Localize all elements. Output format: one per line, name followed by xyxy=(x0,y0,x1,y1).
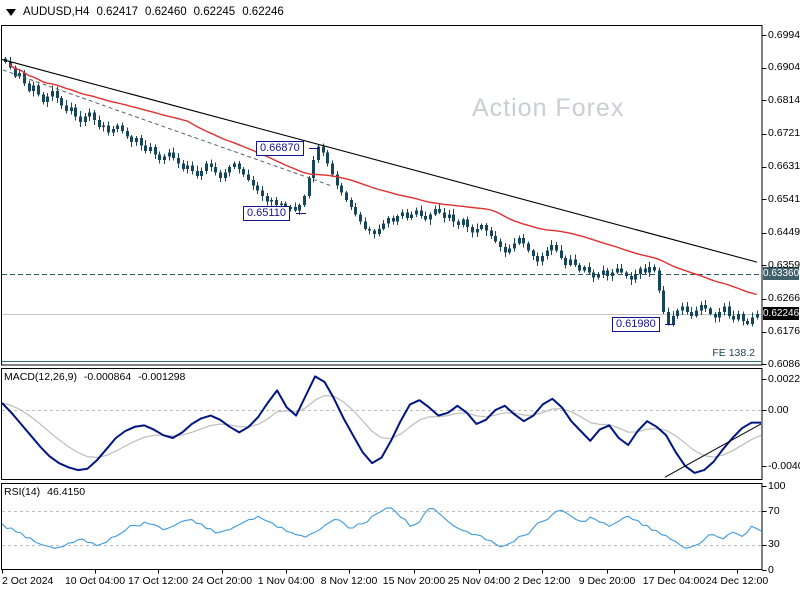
rsi-y-axis-label: 100 xyxy=(768,479,786,492)
ohlc-readout: AUDUSD,H4 0.62417 0.62460 0.62245 0.6224… xyxy=(6,6,291,18)
x-axis-label: 8 Nov 12:00 xyxy=(320,575,378,587)
fib-extension-label: FE 138.2 xyxy=(712,347,755,359)
rsi-y-axis-label: 70 xyxy=(768,504,780,517)
high-value: 0.62460 xyxy=(145,6,187,18)
main-y-axis-label: 0.66315 xyxy=(768,160,800,173)
resistance-price-badge: 0.63360 xyxy=(763,266,800,280)
main-y-axis-label: 0.60865 xyxy=(768,357,800,370)
main-y-axis-label: 0.67215 xyxy=(768,127,800,140)
x-axis-label: 25 Nov 04:00 xyxy=(447,575,511,587)
x-axis-label: 1 Nov 04:00 xyxy=(257,575,315,587)
open-value: 0.62417 xyxy=(96,6,139,18)
macd-name: MACD(12,26,9) xyxy=(4,371,77,383)
x-axis-label: 24 Oct 20:00 xyxy=(191,575,253,587)
rsi-y-axis-label: 30 xyxy=(768,538,780,551)
price-annotation[interactable]: 0.66870 xyxy=(256,141,304,156)
x-axis-label: 15 Nov 20:00 xyxy=(382,575,446,587)
low-value: 0.62245 xyxy=(193,6,236,18)
main-y-axis-label: 0.65415 xyxy=(768,192,800,205)
rsi-name: RSI(14) xyxy=(4,486,41,498)
x-axis-label: 17 Oct 12:00 xyxy=(127,575,189,587)
x-axis-label: 17 Dec 04:00 xyxy=(642,575,706,587)
macd-panel-plot-area[interactable] xyxy=(2,368,762,480)
symbol-label: AUDUSD,H4 xyxy=(23,6,90,18)
macd-signal-value: -0.001298 xyxy=(138,371,186,383)
close-value: 0.62246 xyxy=(242,6,284,18)
main-y-axis-label: 0.61765 xyxy=(768,325,800,338)
main-y-axis-label: 0.62665 xyxy=(768,292,800,305)
rsi-indicator-label: RSI(14) 46.4150 xyxy=(4,486,89,498)
current-price-badge: 0.62246 xyxy=(763,307,800,321)
x-axis-label: 9 Dec 20:00 xyxy=(578,575,636,587)
watermark: Action Forex xyxy=(472,94,625,122)
macd-main-value: -0.000864 xyxy=(83,371,132,383)
rsi-panel-plot-area[interactable] xyxy=(2,483,762,570)
x-axis-label: 24 Dec 12:00 xyxy=(705,575,769,587)
x-axis-label: 10 Oct 04:00 xyxy=(64,575,126,587)
rsi-y-axis-label: 0 xyxy=(768,563,774,576)
macd-y-axis-label: 0.00 xyxy=(768,403,789,416)
price-annotation[interactable]: 0.65110 xyxy=(243,206,290,221)
macd-y-axis-label: 0.002208 xyxy=(768,372,800,385)
macd-y-axis-label: -0.004012 xyxy=(768,459,800,472)
main-chart-plot-area[interactable] xyxy=(2,25,762,365)
symbol-marker-icon xyxy=(6,8,16,16)
price-annotation[interactable]: 0.61980 xyxy=(612,317,660,332)
macd-indicator-label: MACD(12,26,9) -0.000864 -0.001298 xyxy=(4,371,189,383)
rsi-value: 46.4150 xyxy=(47,486,86,498)
x-axis-label: 2 Oct 2024 xyxy=(2,575,54,587)
x-axis-label: 2 Dec 12:00 xyxy=(513,575,571,587)
